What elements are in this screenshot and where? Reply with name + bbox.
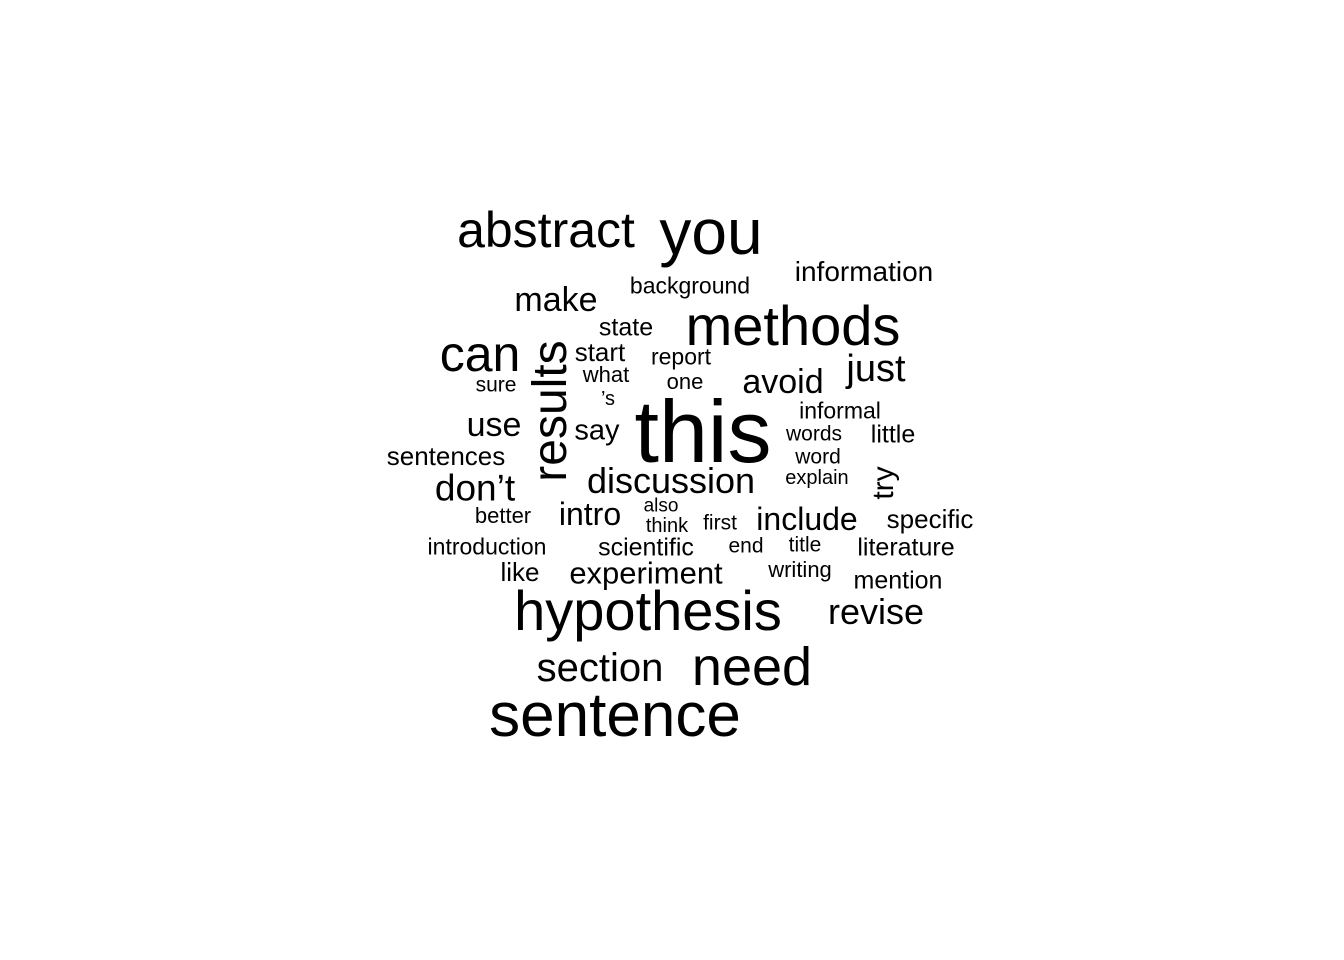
word-word: word [795, 445, 841, 469]
word-experiment: experiment [569, 555, 723, 591]
word-think: think [645, 515, 689, 537]
word-results: results [524, 340, 577, 482]
word-background: background [629, 272, 751, 299]
word-make: make [514, 281, 598, 319]
word-report: report [650, 343, 712, 370]
word-revise: revise [827, 591, 925, 632]
word-title: title [788, 533, 822, 557]
word-section: section [536, 646, 664, 690]
word-this: this [634, 382, 772, 481]
word-sentences: sentences [386, 441, 506, 471]
word-sentence: sentence [489, 681, 741, 750]
word-sure: sure [475, 373, 517, 397]
word-better: better [474, 503, 532, 528]
word-hypothesis: hypothesis [514, 579, 782, 642]
word-explain: explain [785, 467, 849, 489]
word-introduction: introduction [427, 533, 547, 560]
word-dont: don’t [434, 467, 516, 509]
word-try: try [867, 466, 900, 500]
word-like: like [500, 557, 540, 587]
word-need: need [691, 637, 813, 697]
word-first: first [703, 511, 737, 535]
word-avoid: avoid [742, 363, 824, 401]
word-just: just [846, 348, 906, 390]
word-start: start [574, 337, 626, 367]
word-information: information [794, 256, 934, 287]
word-words: words [785, 422, 843, 446]
word-you: you [659, 196, 763, 268]
word-intro: intro [558, 496, 622, 532]
word-little: little [870, 420, 916, 449]
word-scientific: scientific [598, 533, 694, 562]
word-what: what [582, 362, 630, 387]
word-discussion: discussion [586, 460, 756, 501]
word-writing: writing [768, 557, 832, 582]
word-informal: informal [799, 397, 881, 424]
word-end: end [728, 534, 764, 558]
word-abstract: abstract [457, 202, 635, 258]
word-also: also [643, 495, 679, 517]
word-methods: methods [685, 294, 901, 357]
word-state: state [598, 313, 654, 342]
word-use: use [466, 406, 522, 444]
word-can: can [439, 326, 521, 382]
word-s: ’s [600, 388, 616, 410]
word-say: say [574, 414, 620, 447]
word-include: include [756, 501, 858, 537]
word-mention: mention [853, 566, 943, 595]
word-one: one [666, 369, 704, 394]
word-literature: literature [857, 533, 955, 562]
word-specific: specific [886, 504, 974, 534]
